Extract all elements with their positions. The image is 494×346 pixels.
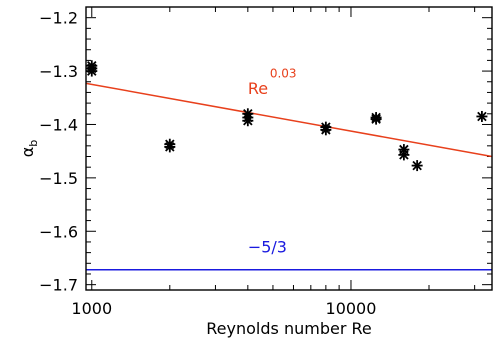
- data-point-stroke: [412, 160, 422, 171]
- y-tick-label: −1.5: [39, 169, 78, 188]
- x-tick-label: 10000: [326, 299, 377, 318]
- data-point-stroke: [87, 66, 97, 76]
- data-point: [320, 124, 332, 136]
- data-point: [242, 115, 254, 127]
- y-tick-label: −1.4: [39, 115, 78, 134]
- data-point: [411, 160, 423, 172]
- data-point-stroke: [243, 115, 253, 126]
- data-point: [370, 113, 382, 125]
- data-point: [398, 149, 410, 161]
- data-point-stroke: [321, 125, 331, 135]
- fit-line-exponent: 0.03: [270, 66, 297, 80]
- ticks-layer: [86, 6, 492, 290]
- data-point: [86, 65, 98, 77]
- x-tick-label: 1000: [71, 299, 112, 318]
- y-axis-label-subscript: b: [27, 140, 40, 147]
- y-axis-label: αb: [18, 140, 40, 158]
- data-point: [476, 110, 488, 122]
- data-point-stroke: [399, 150, 409, 160]
- data-point: [164, 141, 176, 153]
- data-point-stroke: [165, 142, 175, 152]
- fit-line-label: Re: [248, 79, 268, 98]
- y-tick-label: −1.2: [39, 9, 78, 28]
- points-layer: [86, 60, 488, 172]
- kolmogorov-line-label: −5/3: [248, 238, 287, 257]
- y-tick-label: −1.7: [39, 276, 78, 295]
- data-point-stroke: [371, 114, 381, 124]
- fit-line: [85, 82, 493, 158]
- x-axis-label: Reynolds number Re: [206, 319, 371, 338]
- data-point-stroke: [477, 111, 487, 122]
- y-tick-label: −1.6: [39, 222, 78, 241]
- y-axis-label-symbol: α: [18, 147, 37, 158]
- plot-frame: [85, 6, 493, 291]
- text-layer: Reynolds number Re αb Re 0.03 −5/3 −1.2 −…: [18, 9, 376, 338]
- y-tick-label: −1.3: [39, 62, 78, 81]
- lines-layer: [85, 82, 493, 271]
